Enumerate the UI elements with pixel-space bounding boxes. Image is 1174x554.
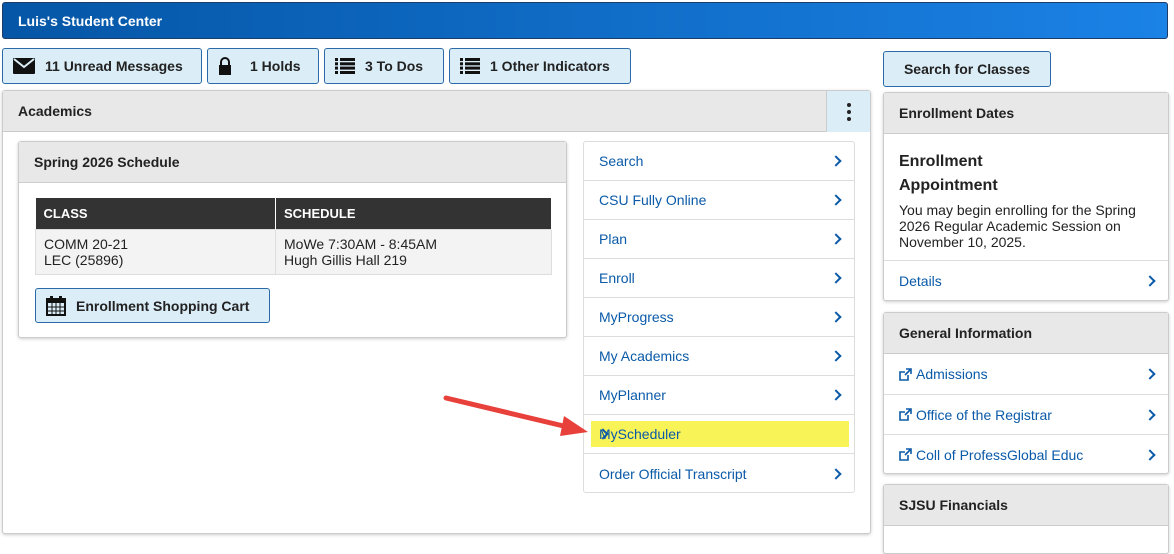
envelope-icon: [13, 58, 35, 74]
chevron-right-icon: [1144, 408, 1156, 421]
chevron-right-icon: [830, 155, 842, 167]
link-myprogress[interactable]: MyProgress: [584, 298, 854, 337]
link-label: Order Official Transcript: [599, 465, 747, 482]
link-search[interactable]: Search: [584, 142, 854, 181]
class-section: LEC (25896): [44, 252, 124, 268]
link-enroll[interactable]: Enroll: [584, 259, 854, 298]
external-link-icon: [899, 367, 912, 381]
indicator-label: 1 Other Indicators: [490, 58, 610, 74]
enrollment-dates-panel: Enrollment Dates Enrollment Appointment …: [883, 92, 1169, 301]
general-information-header: General Information: [884, 313, 1168, 354]
class-name: COMM 20-21: [44, 236, 129, 252]
link-myplanner[interactable]: MyPlanner: [584, 376, 854, 415]
column-header: CLASS: [35, 198, 276, 230]
indicator-label: 1 Holds: [250, 58, 301, 74]
enrollment-shopping-cart-button[interactable]: Enrollment Shopping Cart: [35, 288, 270, 323]
schedule-header: Spring 2026 Schedule: [19, 142, 566, 183]
link-label: Coll of ProfessGlobal Educ: [916, 446, 1084, 463]
link-my-academics[interactable]: My Academics: [584, 337, 854, 376]
chevron-right-icon: [830, 467, 842, 480]
academics-links-list: Search CSU Fully Online Plan Enroll MyProgre…: [583, 141, 855, 493]
link-coll-of-professglobal-educ[interactable]: Coll of ProfessGlobal Educ: [884, 434, 1168, 474]
chevron-right-icon: [830, 311, 842, 323]
link-label: Admissions: [916, 366, 988, 382]
more-options-icon[interactable]: [826, 91, 870, 132]
annotation-arrow: [443, 395, 588, 436]
column-header: SCHEDULE: [275, 198, 552, 230]
indicator-label: 3 To Dos: [365, 58, 424, 74]
chevron-right-icon: [1144, 368, 1156, 380]
enrollment-dates-header: Enrollment Dates: [884, 93, 1168, 134]
link-label: Office of the Registrar: [916, 406, 1052, 423]
button-label: Search for Classes: [903, 61, 1031, 77]
panel-title: Spring 2026 Schedule: [34, 154, 180, 170]
panel-title: SJSU Financials: [899, 497, 1008, 513]
class-time: MoWe 7:30AM - 8:45AM: [284, 236, 438, 252]
other-indicators-button[interactable]: 1 Other Indicators: [449, 48, 631, 84]
appointment-text: You may begin enrolling for the Spring 2…: [899, 202, 1136, 250]
link-myscheduler[interactable]: MyScheduler: [584, 415, 854, 454]
schedule-card: Spring 2026 Schedule CLASS SCHEDULE COMM …: [18, 141, 567, 338]
link-label: MyProgress: [599, 309, 674, 325]
link-plan[interactable]: Plan: [584, 220, 854, 259]
todos-button[interactable]: 3 To Dos: [324, 48, 444, 84]
general-information-panel: General Information Admissions Office of …: [883, 312, 1169, 474]
link-label: MyScheduler: [591, 421, 849, 447]
chevron-right-icon: [830, 389, 842, 401]
external-link-icon: [899, 448, 912, 461]
panel-title: Academics: [18, 103, 92, 119]
holds-button[interactable]: 1 Holds: [207, 48, 319, 84]
appointment-heading: Appointment: [899, 177, 998, 194]
schedule-cell: MoWe 7:30AM - 8:45AM Hugh Gillis Hall 219: [275, 229, 552, 275]
appointment-heading: Enrollment: [899, 153, 983, 170]
table-row: COMM 20-21 LEC (25896) MoWe 7:30AM - 8:45…: [35, 229, 552, 275]
chevron-right-icon: [830, 233, 842, 245]
chevron-right-icon: [830, 350, 842, 362]
academics-header: Academics: [3, 91, 870, 132]
external-link-icon: [899, 408, 912, 421]
unread-messages-button[interactable]: 11 Unread Messages: [2, 48, 202, 84]
details-link[interactable]: Details: [884, 260, 1168, 300]
link-order-official-transcript[interactable]: Order Official Transcript: [584, 454, 854, 493]
panel-title: General Information: [899, 325, 1033, 341]
link-label: MyPlanner: [599, 387, 666, 403]
indicator-label: 11 Unread Messages: [45, 58, 183, 74]
financials-header: SJSU Financials: [884, 485, 1168, 526]
sjsu-financials-panel: SJSU Financials: [883, 484, 1169, 554]
chevron-right-icon: [830, 194, 842, 206]
chevron-right-icon: [1144, 274, 1156, 287]
chevron-right-icon: [830, 272, 842, 284]
schedule-table: CLASS SCHEDULE COMM 20-21 LEC (25896) MoWe…: [35, 198, 552, 275]
class-cell: COMM 20-21 LEC (25896): [35, 229, 276, 275]
list-icon: [460, 58, 480, 74]
list-icon: [335, 58, 355, 74]
link-label: Details: [899, 272, 942, 289]
link-admissions[interactable]: Admissions: [884, 354, 1168, 394]
link-label: CSU Fully Online: [599, 192, 707, 208]
page-header: Luis's Student Center: [2, 2, 1168, 39]
calendar-icon: [46, 295, 66, 316]
lock-icon: [219, 57, 231, 75]
search-for-classes-button[interactable]: Search for Classes: [883, 51, 1051, 87]
page-title: Luis's Student Center: [18, 13, 163, 29]
link-csu-fully-online[interactable]: CSU Fully Online: [584, 181, 854, 220]
link-label: Search: [599, 153, 644, 169]
link-office-of-the-registrar[interactable]: Office of the Registrar: [884, 394, 1168, 434]
link-label: Plan: [599, 231, 628, 247]
panel-title: Enrollment Dates: [899, 105, 1015, 121]
button-label: Enrollment Shopping Cart: [76, 297, 250, 314]
link-label: Enroll: [599, 270, 635, 286]
link-label: My Academics: [599, 348, 690, 364]
class-room: Hugh Gillis Hall 219: [284, 252, 407, 268]
chevron-right-icon: [1144, 448, 1156, 461]
